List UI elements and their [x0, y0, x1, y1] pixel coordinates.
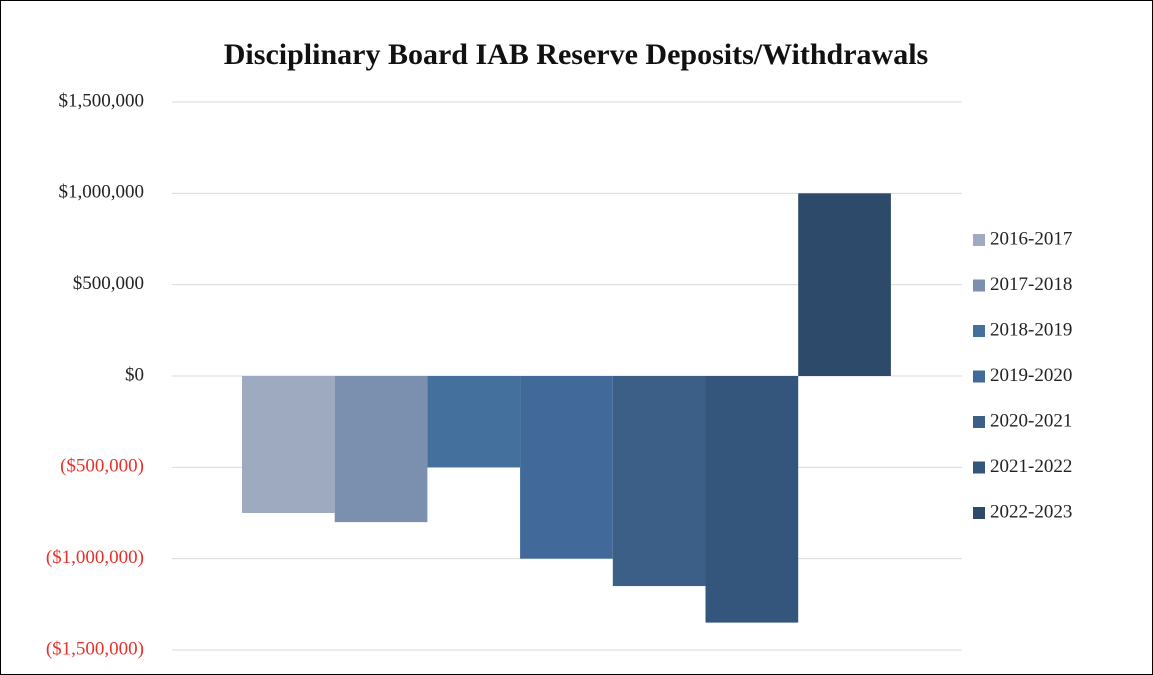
legend-label: 2019-2020 [990, 365, 1072, 386]
legend-label: 2021-2022 [990, 456, 1072, 477]
legend-swatch [973, 234, 985, 246]
legend-label: 2017-2018 [990, 274, 1072, 295]
legend-label: 2022-2023 [990, 501, 1072, 522]
y-tick-label: $1,500,000 [59, 90, 145, 111]
chart-title: Disciplinary Board IAB Reserve Deposits/… [224, 38, 928, 71]
legend-swatch [973, 325, 985, 337]
legend-label: 2020-2021 [990, 410, 1072, 431]
legend-label: 2016-2017 [990, 228, 1072, 249]
legend-swatch [973, 279, 985, 292]
y-tick-label: ($1,000,000) [46, 547, 144, 568]
y-tick-label: ($1,500,000) [46, 638, 144, 659]
bar [520, 376, 613, 559]
bar [705, 376, 799, 623]
bar [612, 376, 706, 587]
y-tick-label: ($500,000) [60, 456, 144, 477]
legend-swatch [973, 461, 985, 474]
bar [798, 193, 891, 376]
y-tick-label: $500,000 [73, 273, 144, 294]
legend-swatch [973, 416, 985, 428]
bar [427, 376, 521, 468]
y-tick-label: $1,000,000 [59, 182, 145, 203]
legend-swatch [973, 507, 985, 519]
bar [242, 376, 335, 513]
bar [334, 376, 428, 523]
y-tick-label: $0 [125, 364, 144, 385]
legend-label: 2018-2019 [990, 319, 1072, 340]
legend-swatch [973, 370, 985, 383]
